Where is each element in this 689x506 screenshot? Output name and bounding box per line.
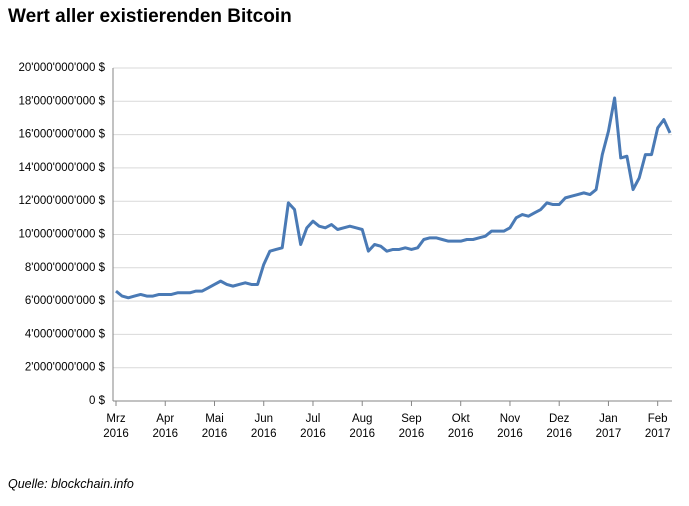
y-tick-label: 18'000'000'000 $ <box>18 95 105 107</box>
chart-title: Wert aller existierenden Bitcoin <box>8 6 292 27</box>
y-tick-label: 16'000'000'000 $ <box>18 129 105 141</box>
y-tick-label: 10'000'000'000 $ <box>18 229 105 241</box>
x-tick-label: Mai 2016 <box>201 413 228 440</box>
y-tick-label: 6'000'000'000 $ <box>25 295 106 307</box>
y-tick-label: 8'000'000'000 $ <box>25 262 106 274</box>
y-tick-label: 0 $ <box>89 395 106 407</box>
x-tick-label: Sep 2016 <box>398 413 425 440</box>
x-tick-label: Jul 2016 <box>300 413 326 440</box>
x-tick-label: Aug 2016 <box>349 413 376 440</box>
line-series <box>115 96 672 300</box>
x-tick-label: Mrz 2016 <box>103 413 129 440</box>
x-tick-label: Jun 2016 <box>250 413 277 440</box>
x-tick-label: Dez 2016 <box>546 413 572 440</box>
x-tick-label: Feb 2017 <box>644 413 671 440</box>
y-tick-label: 14'000'000'000 $ <box>18 162 105 174</box>
source-note: Quelle: blockchain.info <box>8 477 134 491</box>
y-tick-label: 4'000'000'000 $ <box>25 328 106 340</box>
y-tick-label: 2'000'000'000 $ <box>25 362 106 374</box>
x-tick-label: Okt 2016 <box>447 413 474 440</box>
x-tick-label: Jan 2017 <box>595 413 622 440</box>
x-tick-label: Nov 2016 <box>497 413 523 440</box>
x-tick-label: Apr 2016 <box>152 413 179 440</box>
y-tick-label: 12'000'000'000 $ <box>18 195 105 207</box>
y-tick-label: 20'000'000'000 $ <box>18 62 105 74</box>
